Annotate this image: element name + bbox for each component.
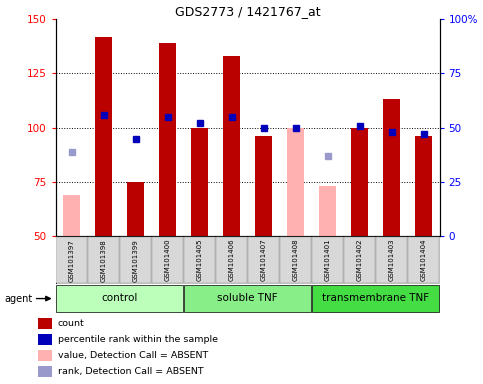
Bar xyxy=(216,237,247,283)
Text: GSM101397: GSM101397 xyxy=(69,239,74,281)
Text: GSM101407: GSM101407 xyxy=(260,239,267,281)
Bar xyxy=(408,237,439,283)
Text: GSM101402: GSM101402 xyxy=(356,239,363,281)
Bar xyxy=(120,237,151,283)
Bar xyxy=(159,43,176,236)
Bar xyxy=(376,237,407,283)
Text: rank, Detection Call = ABSENT: rank, Detection Call = ABSENT xyxy=(58,367,203,376)
Text: GSM101399: GSM101399 xyxy=(132,239,139,281)
Bar xyxy=(415,136,432,236)
Text: GSM101400: GSM101400 xyxy=(165,239,170,281)
Bar xyxy=(88,237,119,283)
Text: GSM101408: GSM101408 xyxy=(293,239,298,281)
Bar xyxy=(223,56,241,236)
Bar xyxy=(63,195,80,236)
Bar xyxy=(56,237,87,283)
Text: transmembrane TNF: transmembrane TNF xyxy=(322,293,429,303)
Bar xyxy=(95,36,113,236)
Text: GSM101398: GSM101398 xyxy=(100,239,107,281)
Bar xyxy=(287,127,304,236)
Bar xyxy=(56,285,183,312)
Text: soluble TNF: soluble TNF xyxy=(217,293,278,303)
Bar xyxy=(38,334,52,345)
Text: control: control xyxy=(101,293,138,303)
Text: GSM101403: GSM101403 xyxy=(388,239,395,281)
Bar xyxy=(280,237,311,283)
Bar xyxy=(184,237,215,283)
Bar xyxy=(344,237,375,283)
Bar xyxy=(152,237,183,283)
Text: value, Detection Call = ABSENT: value, Detection Call = ABSENT xyxy=(58,351,208,360)
Text: agent: agent xyxy=(5,294,33,304)
Bar xyxy=(184,285,311,312)
Text: GSM101405: GSM101405 xyxy=(197,239,202,281)
Text: GSM101406: GSM101406 xyxy=(228,239,235,281)
Bar xyxy=(248,237,279,283)
Bar xyxy=(351,127,369,236)
Bar xyxy=(191,127,208,236)
Title: GDS2773 / 1421767_at: GDS2773 / 1421767_at xyxy=(175,5,320,18)
Bar xyxy=(127,182,144,236)
Text: percentile rank within the sample: percentile rank within the sample xyxy=(58,335,218,344)
Bar xyxy=(38,350,52,361)
Bar xyxy=(383,99,400,236)
Text: GSM101404: GSM101404 xyxy=(421,239,426,281)
Bar xyxy=(255,136,272,236)
Bar xyxy=(38,366,52,377)
Bar xyxy=(312,285,439,312)
Text: count: count xyxy=(58,319,85,328)
Bar xyxy=(312,237,343,283)
Bar xyxy=(38,318,52,329)
Text: GSM101401: GSM101401 xyxy=(325,239,330,281)
Bar xyxy=(319,186,336,236)
